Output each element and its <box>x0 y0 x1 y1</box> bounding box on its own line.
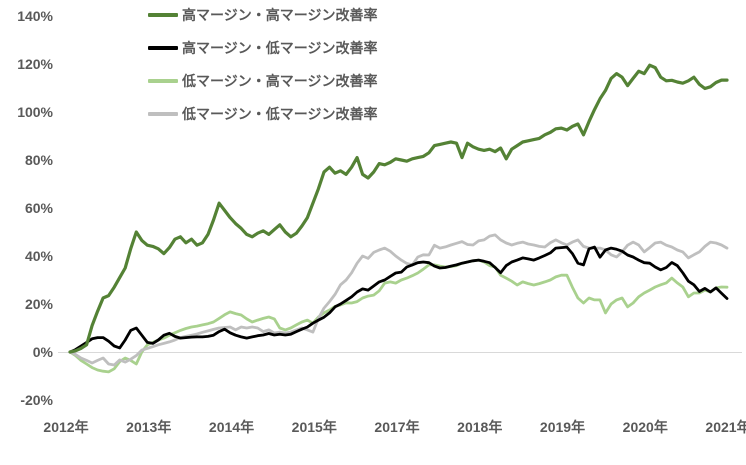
y-tick-label: 80% <box>24 152 53 168</box>
series-line-1 <box>68 245 729 354</box>
x-tick-label: 2021年 <box>705 419 746 435</box>
series-line-2 <box>68 258 729 374</box>
legend-line-swatch <box>148 112 178 116</box>
y-tick-label: 0% <box>32 344 53 360</box>
legend-item: 低マージン・低マージン改善率 <box>148 104 377 124</box>
x-tick-label: 2012年 <box>43 419 89 435</box>
legend-label: 高マージン・低マージン改善率 <box>182 40 378 56</box>
legend-line-swatch <box>148 13 178 17</box>
y-tick-label: 20% <box>24 296 53 312</box>
legend-label: 低マージン・低マージン改善率 <box>182 106 378 122</box>
legend-label: 高マージン・高マージン改善率 <box>182 7 378 23</box>
x-tick-label: 2014年 <box>208 419 255 435</box>
y-tick-label: 40% <box>24 248 53 264</box>
legend-label: 低マージン・高マージン改善率 <box>182 73 378 89</box>
y-tick-label: 60% <box>24 200 53 216</box>
legend-item: 高マージン・低マージン改善率 <box>148 38 377 58</box>
legend-item: 高マージン・高マージン改善率 <box>148 5 377 25</box>
y-tick-label: 100% <box>17 104 53 120</box>
x-tick-label: 2019年 <box>539 419 586 435</box>
legend-line-swatch <box>148 79 178 83</box>
series-line-0 <box>68 63 729 354</box>
y-tick-label: 120% <box>17 56 53 72</box>
x-tick-label: 2020年 <box>622 419 668 435</box>
x-tick-label: 2013年 <box>126 419 172 435</box>
x-tick-label: 2017年 <box>374 419 420 435</box>
x-tick-label: 2018年 <box>457 419 503 435</box>
legend-line-swatch <box>148 46 178 50</box>
y-tick-label: 140% <box>17 8 53 24</box>
legend-item: 低マージン・高マージン改善率 <box>148 71 377 91</box>
y-tick-label: -20% <box>20 392 53 408</box>
x-tick-label: 2015年 <box>291 419 337 435</box>
